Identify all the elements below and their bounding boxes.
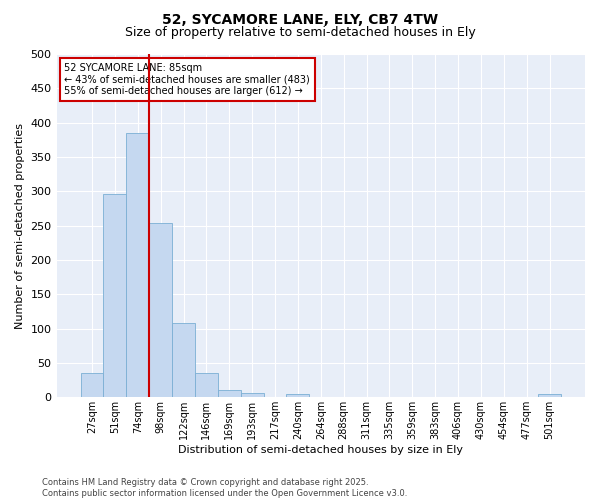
- Text: Contains HM Land Registry data © Crown copyright and database right 2025.
Contai: Contains HM Land Registry data © Crown c…: [42, 478, 407, 498]
- Bar: [286, 394, 310, 398]
- X-axis label: Distribution of semi-detached houses by size in Ely: Distribution of semi-detached houses by …: [178, 445, 463, 455]
- Text: Size of property relative to semi-detached houses in Ely: Size of property relative to semi-detach…: [125, 26, 475, 39]
- Bar: [127, 133, 149, 398]
- Bar: [149, 223, 172, 398]
- Bar: [218, 390, 241, 398]
- Bar: [195, 372, 218, 398]
- Bar: [172, 323, 195, 398]
- Bar: [241, 393, 263, 398]
- Bar: [80, 372, 103, 398]
- Bar: [103, 194, 127, 398]
- Text: 52, SYCAMORE LANE, ELY, CB7 4TW: 52, SYCAMORE LANE, ELY, CB7 4TW: [162, 12, 438, 26]
- Y-axis label: Number of semi-detached properties: Number of semi-detached properties: [15, 122, 25, 328]
- Bar: [538, 394, 561, 398]
- Text: 52 SYCAMORE LANE: 85sqm
← 43% of semi-detached houses are smaller (483)
55% of s: 52 SYCAMORE LANE: 85sqm ← 43% of semi-de…: [64, 62, 310, 96]
